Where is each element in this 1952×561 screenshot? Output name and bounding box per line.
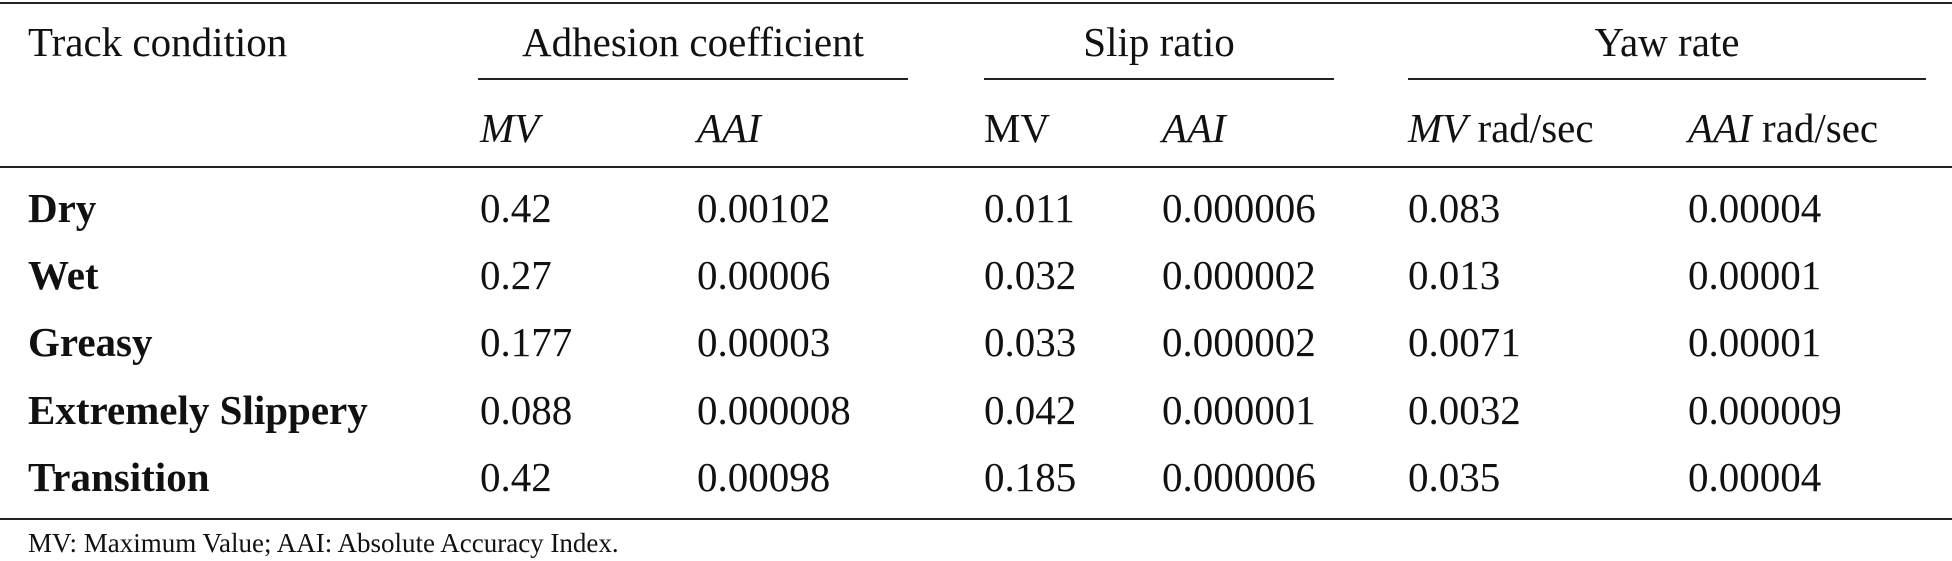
row-label-extremely-slippery: Extremely Slippery <box>28 387 368 433</box>
cell-wet-slip-mv: 0.032 <box>984 252 1077 298</box>
row-label-greasy: Greasy <box>28 319 153 365</box>
header-group-adhesion-coefficient: Adhesion coefficient <box>522 19 864 65</box>
cell-slippery-yaw-mv: 0.0032 <box>1408 387 1521 433</box>
cell-wet-adhesion-aai: 0.00006 <box>697 252 831 298</box>
subheader-yaw-aai: AAI rad/sec <box>1688 104 1878 152</box>
group-rule-yaw <box>1408 78 1926 80</box>
subheader-yaw-mv: MV rad/sec <box>1408 104 1594 152</box>
cell-transition-adhesion-aai: 0.00098 <box>697 454 831 500</box>
row-label-wet: Wet <box>28 252 99 298</box>
row-label-dry: Dry <box>28 185 97 231</box>
group-rule-slip <box>984 78 1334 80</box>
table-footnote: MV: Maximum Value; AAI: Absolute Accurac… <box>28 528 619 558</box>
row-label-transition: Transition <box>28 454 210 500</box>
table-bottom-rule <box>0 518 1952 520</box>
subheader-adhesion-mv-label: MV <box>480 105 540 151</box>
subheader-slip-mv: MV <box>984 104 1050 152</box>
header-track-condition: Track condition <box>28 19 288 65</box>
cell-greasy-slip-aai: 0.000002 <box>1162 319 1316 365</box>
cell-dry-yaw-aai: 0.00004 <box>1688 185 1822 231</box>
cell-greasy-slip-mv: 0.033 <box>984 319 1077 365</box>
subheader-adhesion-aai: AAI <box>697 104 761 152</box>
header-bottom-rule <box>0 166 1952 168</box>
cell-dry-slip-aai: 0.000006 <box>1162 185 1316 231</box>
table-top-rule <box>0 2 1952 4</box>
cell-dry-slip-mv: 0.011 <box>984 185 1075 231</box>
cell-slippery-slip-mv: 0.042 <box>984 387 1077 433</box>
cell-greasy-yaw-mv: 0.0071 <box>1408 319 1521 365</box>
cell-transition-yaw-mv: 0.035 <box>1408 454 1501 500</box>
cell-dry-yaw-mv: 0.083 <box>1408 185 1501 231</box>
cell-slippery-adhesion-aai: 0.000008 <box>697 387 851 433</box>
subheader-yaw-mv-label: MV <box>1408 105 1468 151</box>
cell-greasy-adhesion-mv: 0.177 <box>480 319 573 365</box>
subheader-yaw-aai-unit: rad/sec <box>1751 105 1879 151</box>
cell-slippery-slip-aai: 0.000001 <box>1162 387 1316 433</box>
header-group-yaw-rate: Yaw rate <box>1594 19 1740 65</box>
subheader-slip-mv-label: MV <box>984 105 1051 151</box>
cell-dry-adhesion-mv: 0.42 <box>480 185 552 231</box>
cell-dry-adhesion-aai: 0.00102 <box>697 185 831 231</box>
subheader-adhesion-aai-label: AAI <box>697 105 761 151</box>
cell-transition-slip-aai: 0.000006 <box>1162 454 1316 500</box>
subheader-slip-aai-label: AAI <box>1162 105 1226 151</box>
subheader-adhesion-mv: MV <box>480 104 539 152</box>
cell-greasy-adhesion-aai: 0.00003 <box>697 319 831 365</box>
subheader-yaw-aai-label: AAI <box>1688 105 1752 151</box>
cell-transition-slip-mv: 0.185 <box>984 454 1077 500</box>
cell-transition-yaw-aai: 0.00004 <box>1688 454 1822 500</box>
cell-wet-yaw-aai: 0.00001 <box>1688 252 1822 298</box>
cell-wet-yaw-mv: 0.013 <box>1408 252 1501 298</box>
cell-slippery-adhesion-mv: 0.088 <box>480 387 573 433</box>
cell-slippery-yaw-aai: 0.000009 <box>1688 387 1842 433</box>
cell-wet-slip-aai: 0.000002 <box>1162 252 1316 298</box>
header-group-slip-ratio: Slip ratio <box>1083 19 1235 65</box>
cell-greasy-yaw-aai: 0.00001 <box>1688 319 1822 365</box>
cell-transition-adhesion-mv: 0.42 <box>480 454 552 500</box>
cell-wet-adhesion-mv: 0.27 <box>480 252 552 298</box>
subheader-yaw-mv-unit: rad/sec <box>1467 105 1594 151</box>
subheader-slip-aai: AAI <box>1162 104 1226 152</box>
group-rule-adhesion <box>478 78 908 80</box>
